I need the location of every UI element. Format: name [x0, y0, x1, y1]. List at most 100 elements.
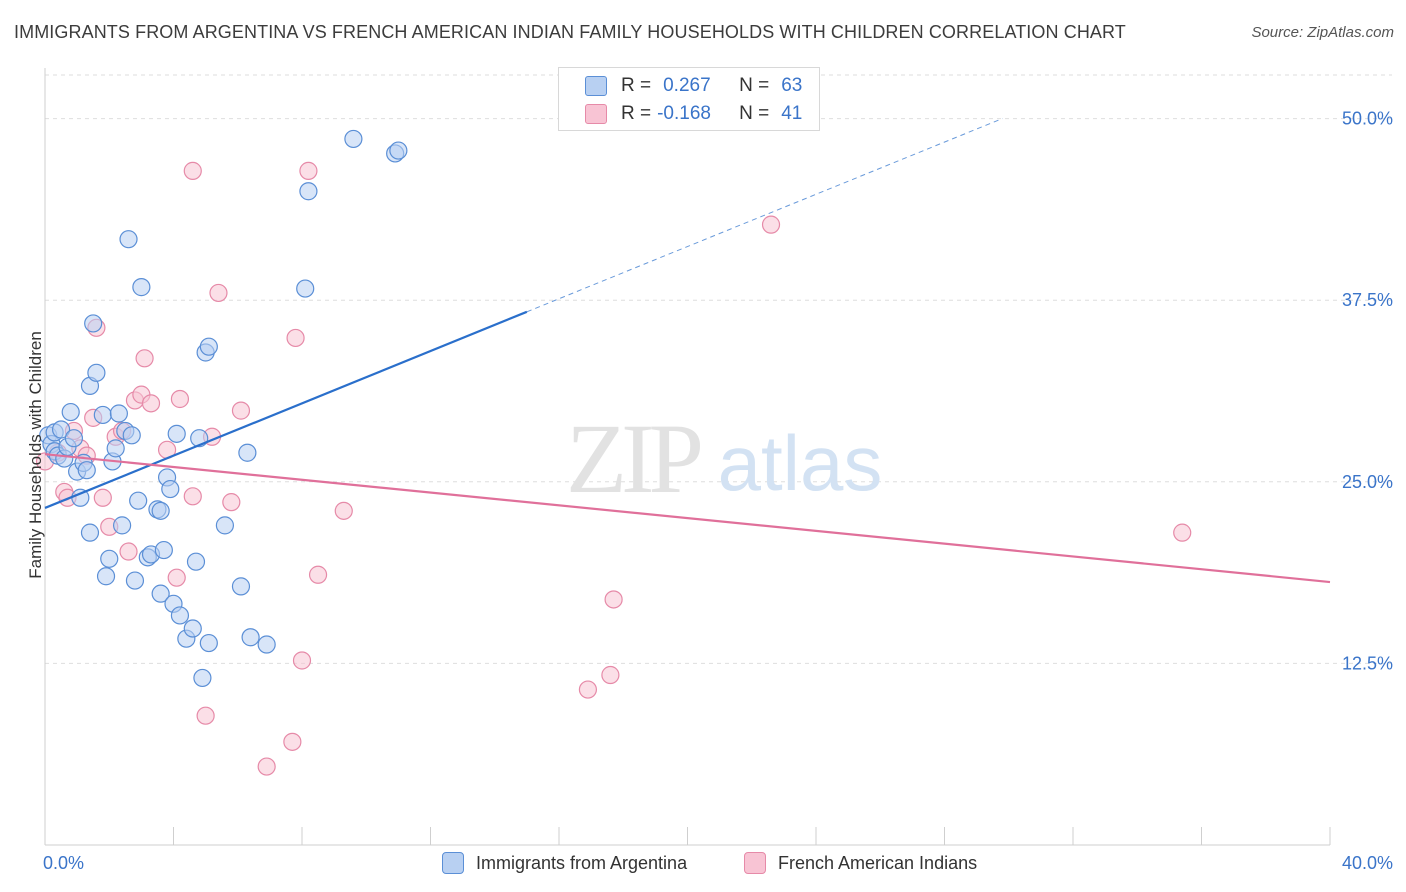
- point-french-american-indians: [93, 488, 112, 507]
- legend-n-value: 63: [781, 75, 803, 96]
- point-french-american-indians: [135, 349, 154, 368]
- point-argentina: [64, 429, 84, 448]
- point-argentina: [51, 420, 71, 439]
- point-french-american-indians: [286, 328, 305, 348]
- watermark-atlas: atlas: [718, 419, 883, 507]
- point-argentina: [125, 571, 145, 590]
- x-tick-label: 0.0%: [43, 853, 84, 873]
- point-argentina: [77, 461, 96, 480]
- y-axis-label: Family Households with Children: [26, 331, 45, 579]
- legend-n-label: N =: [739, 103, 770, 124]
- trendline-argentina: [44, 310, 528, 509]
- y-tick-label: 12.5%: [1342, 653, 1393, 673]
- point-french-american-indians: [231, 401, 251, 420]
- chart-title: IMMIGRANTS FROM ARGENTINA VS FRENCH AMER…: [14, 22, 1126, 42]
- point-argentina: [215, 516, 234, 535]
- point-french-american-indians: [222, 493, 241, 512]
- point-argentina: [80, 523, 100, 542]
- legend-r-value: 0.267: [663, 75, 711, 96]
- point-french-american-indians: [183, 487, 202, 506]
- point-argentina: [84, 314, 103, 333]
- point-argentina: [257, 635, 276, 654]
- point-argentina: [61, 402, 80, 422]
- point-argentina: [112, 516, 132, 535]
- point-french-american-indians: [170, 389, 190, 409]
- y-tick-label: 37.5%: [1342, 290, 1393, 310]
- point-french-american-indians: [299, 161, 318, 180]
- x-tick-label: 40.0%: [1342, 853, 1393, 873]
- point-french-american-indians: [167, 568, 186, 587]
- point-argentina: [109, 404, 128, 423]
- series-french-american-indians: [35, 161, 1192, 776]
- point-argentina: [231, 577, 251, 596]
- bottom-legend-french-american-indians: French American Indians: [744, 852, 977, 874]
- legend-swatch-blue: [585, 76, 607, 96]
- legend-n-label: N =: [739, 75, 770, 96]
- point-argentina: [199, 633, 218, 653]
- point-french-american-indians: [761, 215, 781, 234]
- point-french-american-indians: [308, 565, 328, 584]
- point-argentina: [199, 337, 218, 356]
- point-argentina: [106, 439, 125, 458]
- point-argentina: [96, 567, 116, 586]
- point-french-american-indians: [578, 680, 598, 699]
- point-argentina: [299, 182, 318, 201]
- bottom-legend-swatch-pink: [744, 852, 766, 874]
- legend-r-label: R =: [621, 103, 652, 124]
- trend-lines: [44, 118, 1331, 584]
- point-argentina: [344, 129, 363, 149]
- point-argentina: [183, 619, 202, 638]
- legend-swatch-pink: [585, 104, 607, 124]
- point-french-american-indians: [257, 757, 276, 776]
- trendline-argentina-extension: [526, 118, 1003, 313]
- bottom-legend-swatch-blue: [442, 852, 464, 874]
- bottom-legend-label: French American Indians: [778, 852, 978, 873]
- grid-lines: [45, 74, 1392, 664]
- point-argentina: [132, 278, 151, 297]
- point-french-american-indians: [601, 665, 620, 685]
- point-french-american-indians: [334, 501, 353, 520]
- point-argentina: [129, 491, 148, 510]
- bottom-legend-label: Immigrants from Argentina: [476, 852, 688, 873]
- point-argentina: [87, 363, 106, 382]
- point-argentina: [161, 479, 180, 499]
- series-immigrants-from-argentina: [39, 129, 408, 688]
- point-french-american-indians: [141, 394, 161, 413]
- point-argentina: [238, 443, 257, 462]
- legend-row-french-american-indians: R = -0.168 N = 41: [585, 102, 802, 126]
- legend-n-value: 41: [781, 103, 803, 124]
- point-french-american-indians: [183, 161, 202, 180]
- legend-r-value: -0.168: [657, 103, 711, 124]
- legend-row-argentina: R = 0.267 N = 63: [585, 74, 802, 98]
- point-french-american-indians: [283, 732, 302, 751]
- point-french-american-indians: [196, 706, 215, 725]
- point-argentina: [119, 230, 138, 249]
- point-argentina: [186, 552, 206, 571]
- point-argentina: [170, 606, 190, 625]
- watermark: ZIP atlas: [566, 403, 882, 514]
- point-argentina: [100, 549, 119, 568]
- bottom-legend-argentina: Immigrants from Argentina: [442, 852, 687, 874]
- point-french-american-indians: [604, 590, 623, 609]
- point-argentina: [389, 141, 408, 160]
- y-tick-label: 25.0%: [1342, 472, 1393, 492]
- legend-r-label: R =: [621, 75, 652, 96]
- point-french-american-indians: [209, 283, 228, 303]
- y-tick-label: 50.0%: [1342, 109, 1393, 129]
- point-french-american-indians: [119, 542, 138, 561]
- watermark-zip: ZIP: [566, 403, 700, 514]
- point-argentina: [151, 584, 170, 603]
- point-argentina: [193, 668, 212, 688]
- point-argentina: [154, 540, 173, 560]
- point-argentina: [93, 405, 112, 425]
- point-french-american-indians: [292, 651, 312, 670]
- legend: R = 0.267 N = 63 R = -0.168 N = 41: [558, 67, 820, 131]
- point-argentina: [296, 279, 315, 298]
- point-argentina: [167, 424, 186, 443]
- source-label: Source: ZipAtlas.com: [1251, 24, 1394, 41]
- point-argentina: [151, 501, 170, 520]
- tick-labels: 12.5% 25.0% 37.5% 50.0% 0.0% 40.0%: [43, 109, 1393, 873]
- point-argentina: [241, 628, 260, 647]
- point-argentina: [122, 426, 141, 445]
